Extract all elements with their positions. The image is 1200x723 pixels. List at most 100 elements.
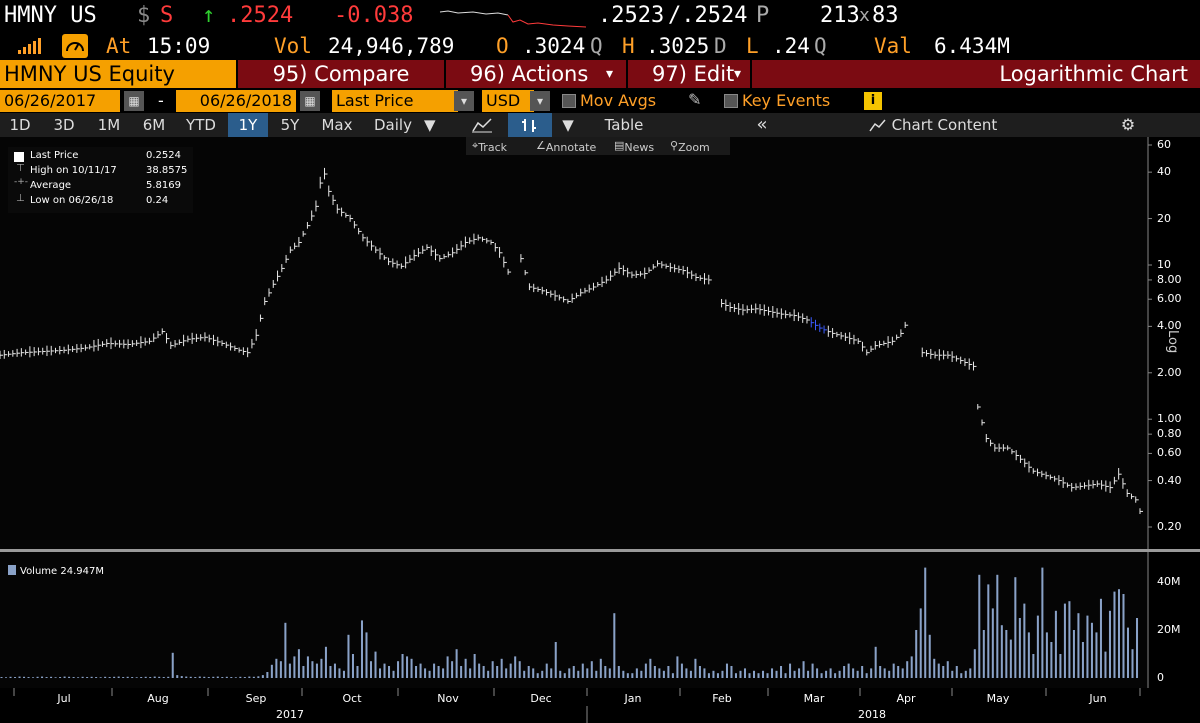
price-bar	[1122, 478, 1126, 489]
price-bar	[857, 338, 862, 345]
volume-bar	[667, 666, 670, 678]
volume-bar	[275, 658, 278, 678]
volume-bar	[716, 673, 719, 678]
price-bar	[678, 265, 682, 274]
price-bar	[187, 335, 191, 343]
volume-bar	[901, 668, 904, 678]
field-dropdown-icon[interactable]: ▾	[454, 91, 474, 111]
settle-flag: S	[160, 3, 174, 28]
price-tick-label: 0.40	[1157, 473, 1182, 487]
price-bar	[409, 254, 413, 263]
price-bar	[89, 344, 93, 350]
period-5y[interactable]: 5Y	[280, 116, 300, 134]
annotate-tool[interactable]: ∠ Annotate	[536, 139, 597, 154]
end-calendar-icon[interactable]: ▦	[300, 91, 320, 111]
volume-bar	[991, 608, 994, 678]
table-button[interactable]: Table	[604, 116, 644, 134]
price-bar	[951, 351, 956, 362]
price-bar	[960, 356, 964, 364]
price-bar	[238, 347, 243, 353]
edit-menu[interactable]: 97) Edit ▾	[628, 60, 750, 88]
chart-type-dropdown-icon[interactable]: ▼	[562, 116, 574, 134]
field-select[interactable]: Last Price	[332, 90, 458, 112]
volume-bar	[320, 658, 323, 678]
collapse-icon[interactable]: «	[756, 114, 768, 135]
legend-low-value: 0.24	[146, 195, 169, 206]
price-bar	[738, 302, 742, 315]
actions-menu[interactable]: 96) Actions ▾	[446, 60, 626, 88]
settings-gear-icon[interactable]: ⚙	[1120, 115, 1136, 134]
start-date-field[interactable]: 06/26/2017	[0, 90, 120, 112]
compare-button[interactable]: 95) Compare	[238, 60, 444, 88]
security-field[interactable]: HMNY US Equity	[0, 60, 236, 88]
volume-bar	[234, 677, 237, 678]
key-events-checkbox[interactable]	[724, 94, 738, 108]
period-ytd[interactable]: YTD	[186, 116, 216, 134]
price-bar	[33, 347, 38, 357]
volume-bar	[9, 676, 12, 678]
volume-bar	[135, 677, 138, 678]
end-date-field[interactable]: 06/26/2018	[176, 90, 296, 112]
volume-bar	[288, 663, 291, 678]
volume-bar	[703, 668, 706, 678]
currency-select[interactable]: USD	[482, 90, 534, 112]
bar-chart-icon[interactable]	[508, 113, 552, 137]
period-6m[interactable]: 6M	[142, 116, 166, 134]
price-bar	[1071, 482, 1075, 492]
price-chart-svg[interactable]	[0, 137, 1200, 549]
speedometer-icon[interactable]	[62, 34, 88, 58]
volume-bar	[834, 673, 837, 678]
price-bar	[674, 264, 678, 273]
price-bar	[242, 347, 247, 356]
price-bar	[699, 275, 704, 281]
volume-chart-svg[interactable]	[0, 552, 1200, 688]
period-1y[interactable]: 1Y	[228, 113, 268, 137]
price-axis: 60 40 20 10 8.00 6.00 4.00 2.00 1.00 0.80 0.60 0.40…	[1151, 137, 1200, 549]
volume-bar	[613, 613, 616, 678]
frequency-caret-icon: ▼	[424, 116, 436, 134]
volume-bar	[230, 677, 233, 678]
period-1m[interactable]: 1M	[97, 116, 121, 134]
panel-divider[interactable]	[0, 549, 1200, 552]
currency-dropdown-icon[interactable]: ▾	[530, 91, 550, 111]
price-bar	[1049, 474, 1054, 480]
volume-bar	[586, 668, 589, 678]
news-tool[interactable]: ▤ News	[614, 139, 655, 154]
info-icon[interactable]: i	[864, 92, 882, 110]
frequency-select[interactable]: Daily ▼	[366, 113, 446, 137]
price-tick-label: 10	[1157, 257, 1171, 271]
pencil-icon[interactable]: ✎	[688, 90, 702, 109]
line-chart-icon[interactable]	[462, 113, 502, 137]
start-calendar-icon[interactable]: ▦	[124, 91, 144, 111]
period-max[interactable]: Max	[321, 116, 353, 134]
price-bar	[507, 268, 512, 275]
volume-bar	[424, 668, 427, 678]
volume-bar	[1045, 632, 1048, 678]
volume-bar	[351, 654, 354, 678]
price-bar	[349, 214, 354, 222]
mov-avgs-checkbox[interactable]	[562, 94, 576, 108]
period-3d[interactable]: 3D	[53, 116, 75, 134]
volume-bar	[622, 670, 625, 678]
price-bar	[212, 334, 217, 346]
price-bar	[546, 289, 550, 296]
price-bar	[537, 286, 541, 292]
ticker-symbol[interactable]: HMNY US	[4, 3, 97, 28]
price-bar	[985, 434, 990, 443]
ask-price: /.2524	[668, 3, 748, 28]
volume-axis: 40M 20M 0	[1151, 552, 1200, 688]
period-1d[interactable]: 1D	[9, 116, 31, 134]
chart-content-button[interactable]: Chart Content	[848, 113, 1018, 137]
volume-bar	[838, 670, 841, 678]
volume-bar	[360, 620, 364, 678]
volume-bar	[617, 666, 620, 678]
volume-bar	[1032, 654, 1035, 678]
track-tool[interactable]: ⌖ Track	[472, 139, 507, 154]
volume-bar	[748, 673, 751, 678]
volume-bar	[491, 661, 494, 678]
legend-low-label: Low on 06/26/18	[30, 195, 114, 206]
zoom-tool[interactable]: ⚲ Zoom	[670, 139, 710, 154]
price-bar	[635, 270, 640, 278]
price-bar	[336, 204, 341, 214]
volume-bar	[1108, 610, 1111, 678]
